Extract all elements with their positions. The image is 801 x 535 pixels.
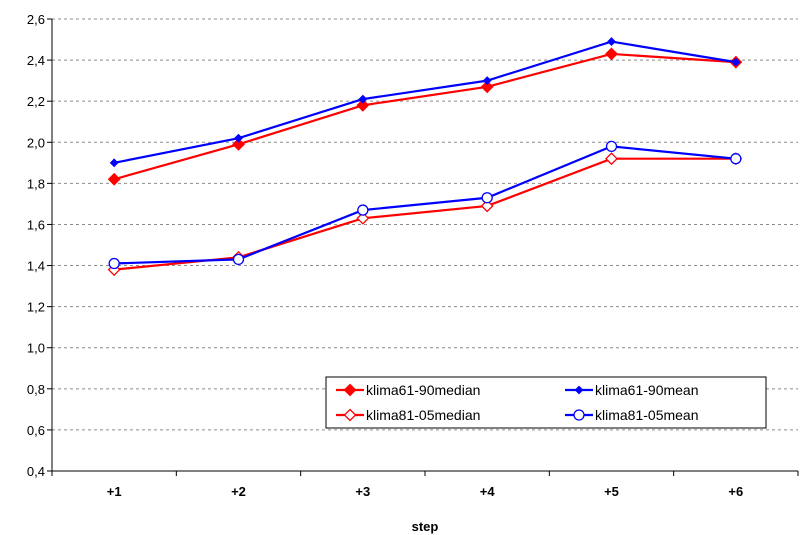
series-klima61-90median	[107, 47, 743, 186]
data-point	[480, 80, 494, 94]
data-point	[481, 192, 493, 204]
x-tick-label: +4	[480, 484, 496, 499]
data-point	[232, 137, 245, 151]
y-tick-labels: 0,4 0,6 0,8 1,0 1,2 1,4 1,6 1,8 2,0 2,2 2,4 2,6	[27, 12, 45, 479]
legend: klima61-90median klima61-90mean klima81-05…	[325, 376, 767, 429]
legend-entry: klima61-90mean	[565, 382, 699, 398]
legend-entry: klima81-05median	[336, 407, 480, 423]
y-tick-label: 2,4	[27, 53, 45, 68]
series-klima81-05median	[107, 152, 743, 277]
data-point	[605, 140, 618, 153]
y-tick-label: 0,6	[27, 423, 45, 438]
data-point	[232, 253, 245, 266]
data-point	[607, 37, 616, 47]
y-tick-label: 2,6	[27, 12, 45, 27]
grid-lines	[52, 18, 798, 431]
legend-label: klima81-05median	[366, 407, 480, 423]
series-klima61-90mean	[109, 37, 741, 168]
legend-label: klima61-90median	[366, 382, 480, 398]
data-point	[730, 153, 742, 165]
data-point	[482, 76, 492, 86]
data-point	[108, 257, 120, 270]
series-line	[113, 40, 737, 164]
x-tick-label: +3	[355, 484, 370, 499]
series-lines	[107, 37, 743, 277]
legend-swatch-marker	[574, 385, 584, 395]
legend-swatch-marker	[573, 409, 585, 421]
x-tick-label: +6	[728, 484, 743, 499]
data-point	[731, 57, 741, 67]
y-tick-label: 0,4	[27, 464, 45, 479]
data-point	[605, 47, 618, 61]
data-point	[605, 152, 618, 166]
x-tick-label: +2	[231, 484, 246, 499]
x-tick-label: +1	[107, 484, 122, 499]
data-point	[356, 211, 370, 225]
data-point	[109, 158, 119, 168]
legend-box	[325, 376, 767, 429]
y-tick-label: 1,6	[27, 217, 45, 232]
y-tick-label: 1,0	[27, 341, 45, 356]
y-tick-label: 1,4	[27, 259, 45, 274]
data-point	[107, 172, 121, 186]
data-point	[234, 133, 243, 143]
series-line	[113, 52, 736, 181]
y-tick-label: 0,8	[27, 382, 45, 397]
legend-label: klima81-05mean	[595, 407, 699, 423]
series-klima81-05mean	[108, 140, 742, 270]
y-tick-label: 1,8	[27, 176, 45, 191]
y-tick-label: 2,2	[27, 94, 45, 109]
y-tick-label: 2,0	[27, 135, 45, 150]
y-tick-label: 1,2	[27, 300, 45, 315]
x-axis-title: step	[412, 519, 439, 534]
data-point	[480, 199, 494, 213]
data-point	[357, 204, 369, 216]
x-tick-label: +5	[604, 484, 619, 499]
legend-swatch-marker	[343, 408, 357, 422]
x-tick-labels: +1 +2 +3 +4 +5 +6	[107, 484, 743, 499]
legend-label: klima61-90mean	[595, 382, 699, 398]
legend-entry: klima81-05mean	[565, 407, 699, 423]
data-point	[358, 94, 368, 104]
series-line	[114, 145, 736, 265]
series-line	[114, 157, 736, 271]
data-point	[356, 98, 370, 112]
axes	[47, 18, 799, 476]
legend-swatch-marker	[343, 383, 357, 397]
legend-entry: klima61-90median	[336, 382, 480, 398]
